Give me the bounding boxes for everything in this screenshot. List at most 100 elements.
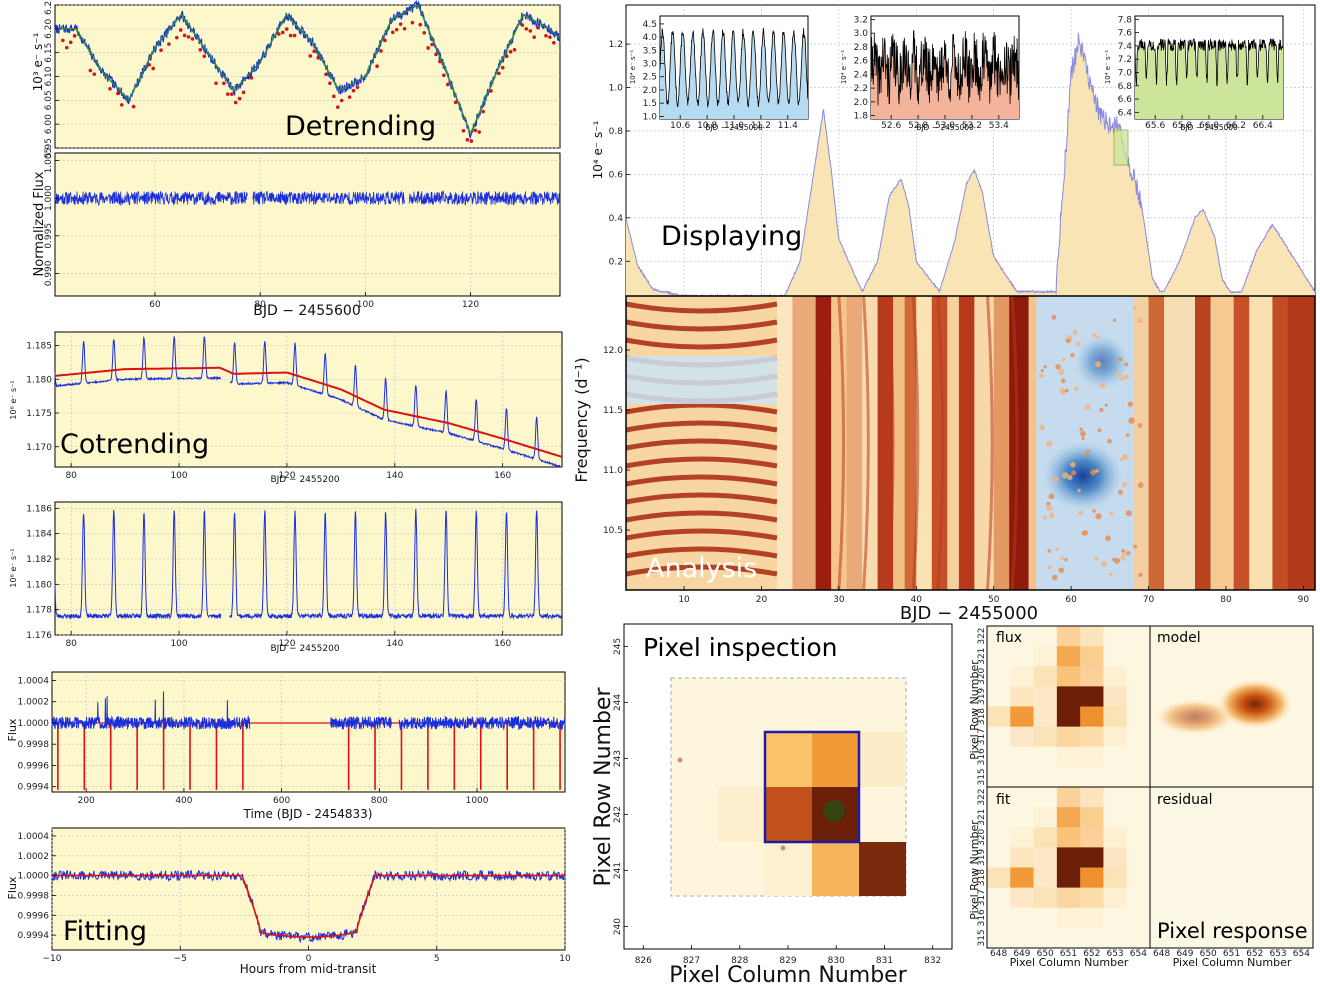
y-tick-label: 1.0002: [18, 698, 50, 708]
outlier-point: [438, 59, 442, 64]
outlier-point: [532, 35, 536, 39]
heatmap-speckle: [1128, 417, 1135, 424]
pixel-cell: [1033, 847, 1058, 868]
x-tick-label: 652: [1246, 949, 1263, 959]
y-tick-label: 2.4: [854, 70, 869, 80]
y-tick-label: 7.6: [1118, 29, 1133, 39]
y-tick-label: 242: [613, 806, 623, 823]
outlier-point: [328, 81, 332, 86]
heatmap-speckle: [1082, 529, 1089, 536]
outlier-point: [500, 65, 505, 70]
y-tick-label: 6.10: [44, 66, 54, 86]
pixel-cell: [1056, 927, 1081, 949]
heatmap-speckle: [1133, 544, 1138, 549]
heatmap-column: [974, 296, 995, 590]
heatmap-stripe: [911, 295, 920, 591]
corrected-flux-series: [54, 508, 563, 620]
outlier-point: [174, 35, 179, 40]
outlier-point: [465, 137, 470, 142]
pixel-cell: [1010, 626, 1034, 647]
heatmap-speckle: [1048, 512, 1055, 519]
y-tick-label: 1.0004: [18, 832, 50, 842]
pixel-cell: [1033, 907, 1058, 929]
heatmap-stripe: [986, 295, 994, 591]
y-tick-label: 7.4: [1118, 42, 1133, 52]
pixel-cell: [1103, 726, 1128, 748]
y-tick-labels: 1.8 2.0 2.2 2.4 2.6 2.8 3.0 3.2: [854, 15, 875, 122]
pixel-cell: [1056, 746, 1081, 768]
pixel-cell: [1080, 746, 1104, 768]
pixel-cell: [987, 746, 1011, 768]
pixel-cell: [1056, 907, 1081, 929]
outlier-point: [229, 92, 234, 96]
x-tick-label: 20: [756, 595, 768, 605]
pixel-cell: [1126, 666, 1151, 687]
x-tick-label: 60: [1065, 595, 1077, 605]
outlier-point: [182, 33, 187, 38]
pixel-cell: [1080, 726, 1104, 748]
heatmap-speckle: [1132, 306, 1137, 310]
x-tick-label: 70: [1143, 595, 1155, 605]
y-tick-labels: 5.95 6.00 6.05 6.10 6.15 6.20 6.25: [44, 0, 59, 158]
x-axis-label: Pixel Column Number: [1010, 956, 1129, 969]
y-tick-labels: 0.9994 0.9996 0.9998 1.0000 1.0002 1.0004: [18, 676, 56, 793]
y-tick-label: 10.5: [603, 526, 623, 536]
pixel-cell: [1126, 766, 1151, 788]
outlier-point: [159, 48, 163, 52]
fit-grid: [987, 787, 1151, 949]
heatmap-band: [626, 356, 777, 404]
y-tick-label: 0.2: [609, 257, 623, 267]
x-tick-label: 100: [170, 639, 187, 649]
heatmap-stripe: [625, 420, 778, 433]
heatmap-speckle: [1079, 427, 1083, 432]
y-tick-label: 11.5: [603, 406, 623, 416]
heatmap-speckle: [1060, 556, 1065, 561]
heatmap-column: [1164, 296, 1196, 590]
outlier-point: [390, 30, 395, 35]
heatmap-speckle: [1122, 454, 1129, 461]
pixel-cell: [1126, 787, 1151, 808]
pixel-cell: [1103, 867, 1128, 889]
x-tick-label: 53.0: [935, 121, 955, 131]
pixel-cell: [1056, 807, 1081, 828]
y-tick-label: 11.0: [603, 466, 623, 476]
heatmap-column: [1249, 296, 1274, 590]
x-tick-label: 650: [1037, 949, 1054, 959]
y-tick-label: 1.185: [26, 342, 52, 352]
displaying-panel: 0.2 0.4 0.6 0.8 1.0 1.2 10⁴ e⁻ s⁻¹ Displaying…: [591, 4, 1316, 299]
y-tick-label: 0.990: [44, 260, 54, 286]
raw-flux-series: [54, 335, 563, 468]
x-tick-labels: 52.6 52.8 53.0 53.2 53.4: [881, 115, 1009, 131]
heatmap-speckle: [1137, 423, 1143, 428]
pixel-cell: [1103, 887, 1128, 909]
pixel-cell: [1010, 666, 1034, 687]
outlier-point: [61, 38, 65, 43]
heatmap-speckle: [1095, 513, 1102, 520]
heatmap-speckle: [1101, 560, 1107, 567]
inset-series: [870, 29, 1020, 106]
cotrend-fit-series: [54, 366, 563, 458]
outlier-point: [292, 33, 297, 38]
pixel-cell: [1033, 726, 1058, 748]
outlier-point: [355, 85, 360, 90]
pixel-cell: [987, 646, 1011, 667]
heatmap-speckle: [1112, 318, 1117, 323]
y-tick-label: 0.9998: [18, 740, 50, 750]
pixel-cell: [1103, 686, 1128, 707]
flux-grid: [987, 626, 1151, 788]
outlier-point: [64, 45, 69, 50]
outlier-point: [434, 52, 438, 57]
x-tick-label: 1000: [466, 796, 489, 806]
y-tick-label: 3.0: [854, 29, 869, 39]
y-tick-label: 3.2: [854, 15, 868, 25]
x-tick-label: 120: [278, 471, 295, 481]
detrend-fit-series: [55, 4, 561, 135]
x-tick-label: 826: [635, 956, 652, 966]
outlier-point: [190, 37, 195, 41]
x-axis-label: BJD − 2455000: [705, 123, 763, 132]
x-tick-label: 649: [1176, 949, 1193, 959]
pixel-cell: [1080, 807, 1104, 828]
outlier-point: [339, 98, 344, 103]
x-tick-label: 832: [924, 956, 941, 966]
pixel-cell: [1056, 626, 1081, 647]
